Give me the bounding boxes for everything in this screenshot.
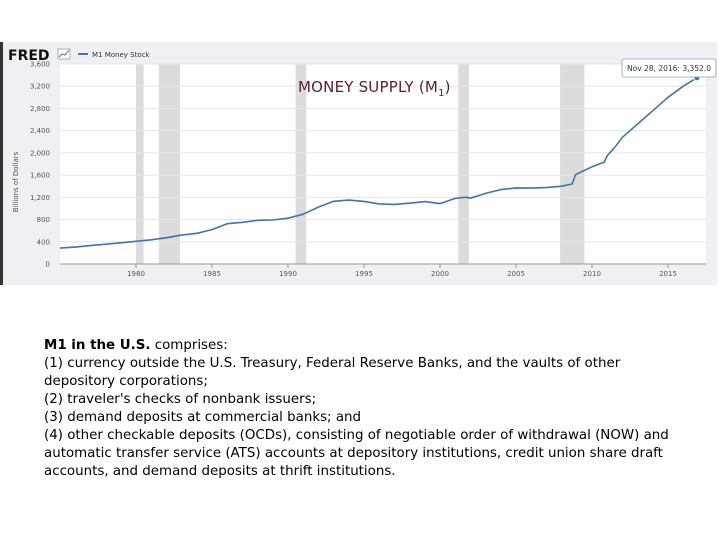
- description-lead-bold: M1 in the U.S.: [44, 338, 151, 353]
- recession-band-1: [158, 64, 181, 264]
- tooltip-box: [621, 58, 717, 78]
- y-tick-label-9: 3,600: [30, 61, 50, 69]
- description-item-2: (2) traveler's checks of nonbank issuers…: [44, 392, 317, 407]
- recession-band-3: [458, 64, 469, 264]
- y-tick-labels: 0 400 800 1,200 1,600 2,000 2,400 2,800 3,200 3,6…: [30, 61, 50, 269]
- y-tick-label-6: 2,400: [30, 127, 50, 135]
- y-tick-label-2: 800: [37, 216, 50, 224]
- x-tick-label-1: 1985: [203, 270, 221, 278]
- y-axis-label: Billions of Dollars: [12, 151, 20, 212]
- y-tick-label-1: 400: [37, 238, 50, 246]
- fred-logo: FRED: [8, 48, 50, 64]
- chart-title-subscript: 1: [438, 88, 445, 99]
- description-lead-rest: comprises:: [150, 338, 228, 353]
- y-tick-label-5: 2,000: [30, 149, 50, 157]
- recession-band-2: [295, 64, 307, 264]
- chart-title-text: MONEY SUPPLY (M: [298, 78, 439, 96]
- recession-band-4: [560, 64, 585, 264]
- x-tick-label-6: 2010: [583, 270, 601, 278]
- y-tick-label-3: 1,200: [30, 194, 50, 202]
- x-tick-labels: 1980 1985 1990 1995 2000 2005 2010 2015: [127, 270, 677, 278]
- x-tick-label-7: 2015: [659, 270, 677, 278]
- x-tick-label-4: 2000: [431, 270, 449, 278]
- x-tick-label-3: 1995: [355, 270, 373, 278]
- x-tick-label-5: 2005: [507, 270, 525, 278]
- description-item-1: (1) currency outside the U.S. Treasury, …: [44, 356, 621, 389]
- grid-lines: [60, 63, 706, 268]
- y-tick-label-8: 3,200: [30, 83, 50, 91]
- description-lead: M1 in the U.S. comprises:: [44, 337, 694, 355]
- x-tick-label-0: 1980: [127, 270, 145, 278]
- m1-description: M1 in the U.S. comprises: (1) currency o…: [44, 337, 694, 481]
- x-tick-label-2: 1990: [279, 270, 297, 278]
- legend-label: M1 Money Stock: [92, 51, 150, 59]
- y-tick-label-0: 0: [46, 261, 50, 269]
- tooltip-text: Nov 28, 2016: 3,352.0: [627, 64, 711, 73]
- fred-logo-graph-icon: [57, 48, 71, 60]
- m1-series-line: [59, 77, 698, 249]
- y-tick-label-4: 1,600: [30, 172, 50, 180]
- chart-canvas: 0 400 800 1,200 1,600 2,000 2,400 2,800 3,200 3,6…: [0, 42, 717, 285]
- y-tick-label-7: 2,800: [30, 105, 50, 113]
- recession-band-0: [136, 64, 144, 264]
- left-border: [0, 42, 3, 285]
- recession-bands: [136, 64, 585, 264]
- description-item-3: (3) demand deposits at commercial banks;…: [44, 410, 362, 425]
- fred-chart: 0 400 800 1,200 1,600 2,000 2,400 2,800 3,200 3,6…: [0, 42, 720, 287]
- description-item-4: (4) other checkable deposits (OCDs), con…: [44, 428, 669, 479]
- chart-title-close: ): [444, 78, 451, 96]
- chart-title: MONEY SUPPLY (M1): [298, 78, 451, 99]
